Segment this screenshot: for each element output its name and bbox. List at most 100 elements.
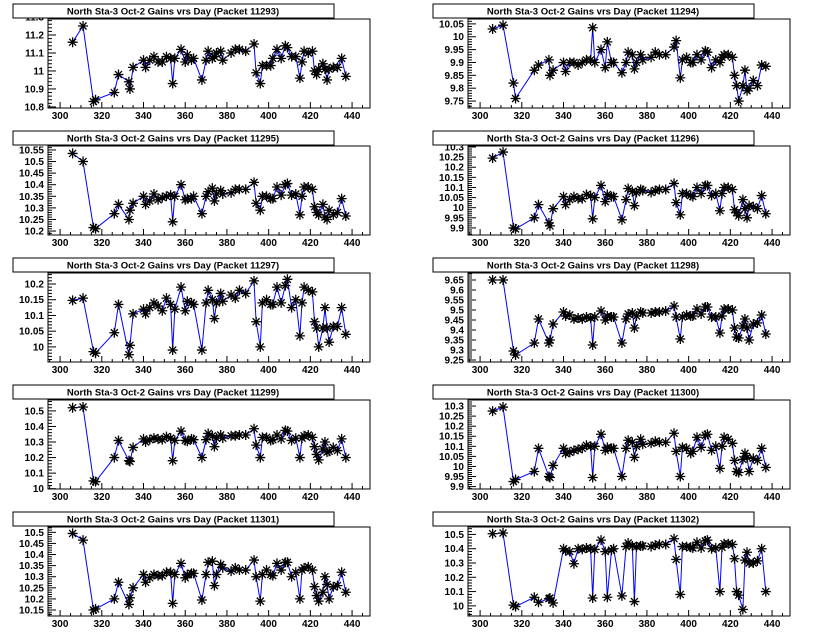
data-point: [717, 188, 728, 199]
data-point: [317, 444, 328, 455]
data-point: [182, 296, 193, 307]
data-point: [148, 297, 159, 308]
y-tick-label: 9.75: [445, 97, 465, 108]
data-point: [157, 56, 168, 67]
data-point: [280, 280, 291, 291]
y-tick-label: 10.5: [25, 406, 45, 417]
y-tick-label: 10.25: [439, 412, 464, 423]
data-point: [585, 190, 596, 201]
data-point: [332, 580, 343, 591]
data-point: [616, 338, 627, 348]
data-point: [600, 62, 611, 73]
data-point: [328, 442, 339, 453]
data-point: [313, 596, 324, 607]
x-tick-label: 340: [555, 111, 572, 122]
y-tick-label: 9.25: [445, 356, 465, 367]
x-tick-label: 340: [555, 238, 572, 249]
data-point: [340, 329, 351, 340]
data-point: [267, 570, 278, 581]
data-point: [564, 447, 575, 458]
x-tick-label: 420: [722, 365, 739, 376]
x-tick-label: 320: [513, 111, 530, 122]
data-point: [631, 187, 642, 198]
data-point: [602, 189, 613, 200]
data-point: [124, 205, 135, 216]
data-point: [113, 199, 124, 210]
data-point: [564, 194, 575, 205]
plot-frame: [467, 145, 791, 236]
data-point: [737, 321, 748, 331]
y-tick-label: 10.2: [445, 422, 465, 433]
y-tick-label: 10.1: [445, 442, 465, 453]
data-point: [109, 208, 120, 219]
data-point: [756, 543, 767, 554]
data-point: [685, 190, 696, 201]
y-tick-label: 10.5: [25, 528, 45, 539]
data-point: [646, 308, 657, 318]
data-point: [687, 191, 698, 202]
data-point: [669, 178, 680, 189]
x-tick-label: 400: [260, 365, 277, 376]
data-point: [742, 547, 753, 558]
data-point: [203, 186, 214, 197]
data-point: [182, 569, 193, 580]
x-tick-label: 380: [639, 238, 656, 249]
data-point: [271, 558, 282, 569]
x-tick-label: 320: [513, 238, 530, 249]
x-tick-label: 320: [93, 619, 110, 630]
data-point: [182, 436, 193, 447]
title-box: [432, 130, 755, 146]
x-tick-label: 360: [597, 238, 614, 249]
y-tick-label: 9.95: [445, 213, 465, 224]
data-point: [299, 430, 310, 441]
x-tick-label: 300: [472, 111, 489, 122]
data-point: [201, 297, 212, 308]
data-point: [660, 539, 671, 550]
data-point: [487, 24, 498, 35]
data-point: [621, 443, 632, 454]
chart-panel: 300 320 340 360 380 400 420 440 9.25 9.3 9.35 9.4 9.…: [420, 254, 840, 381]
data-point: [176, 179, 187, 190]
x-tick-label: 380: [639, 365, 656, 376]
data-point: [706, 445, 717, 456]
data-point: [723, 49, 734, 60]
y-tick-label: 9.3: [450, 346, 464, 357]
data-point: [319, 437, 330, 448]
y-tick-label: 9.85: [445, 71, 465, 82]
data-point: [714, 328, 725, 338]
data-point: [215, 559, 226, 570]
data-point: [654, 307, 665, 317]
data-point: [286, 435, 297, 446]
chart-panel: 300 320 340 360 380 400 420 440 10.15 10.2 10.25 10…: [0, 508, 420, 635]
data-point: [729, 323, 740, 333]
data-point: [487, 153, 498, 164]
data-point: [113, 69, 124, 80]
y-tick-label: 10.55: [19, 145, 44, 156]
data-point: [215, 185, 226, 196]
data-point: [654, 184, 665, 195]
x-tick-label: 440: [764, 111, 781, 122]
data-point: [671, 554, 682, 565]
data-point: [529, 65, 540, 76]
data-point: [176, 282, 187, 293]
chart-title: North Sta-3 Oct-2 Gains vrs Day (Packet …: [67, 7, 279, 18]
data-point: [311, 69, 322, 80]
data-point: [322, 447, 333, 458]
data-point: [144, 195, 155, 206]
data-point: [211, 47, 222, 58]
data-point: [138, 304, 149, 315]
data-point: [340, 71, 351, 82]
data-point: [123, 76, 134, 87]
data-point: [255, 341, 266, 352]
data-point: [560, 448, 571, 459]
data-point: [271, 44, 282, 55]
data-point: [729, 204, 740, 215]
data-point: [332, 321, 343, 332]
data-point: [211, 433, 222, 444]
data-point: [621, 314, 632, 324]
y-tick-label: 9.9: [450, 58, 464, 69]
data-point: [140, 308, 151, 319]
data-point: [317, 199, 328, 210]
data-point: [581, 189, 592, 200]
data-point: [307, 286, 318, 297]
